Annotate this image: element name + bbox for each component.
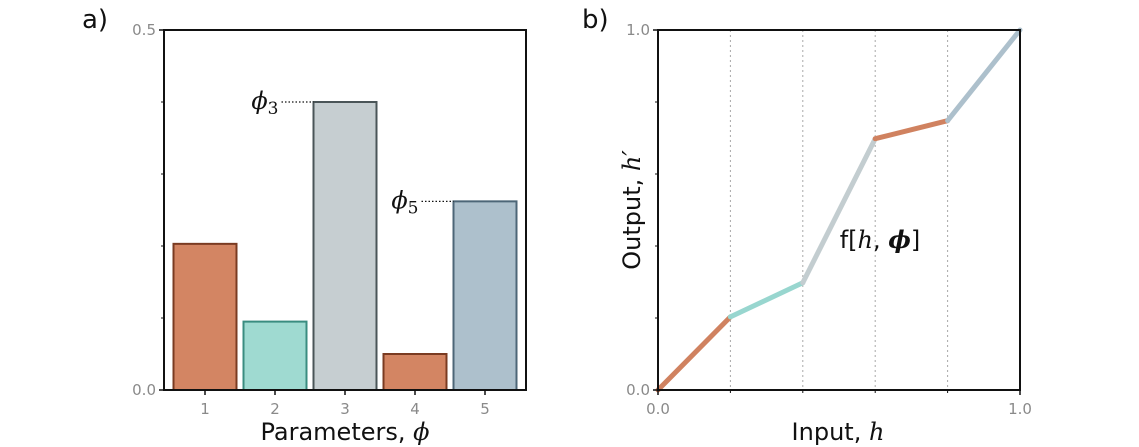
x-tick-label-b: 0.0 <box>646 400 670 418</box>
line-segment-3 <box>800 136 878 286</box>
y-tick-label-a: 0.0 <box>132 381 156 399</box>
x-tick-label-b: 1.0 <box>1008 400 1032 418</box>
line-segment-2 <box>727 280 806 320</box>
bar-group <box>172 101 518 392</box>
line-series <box>655 27 1023 393</box>
panel-a-label: a) <box>82 5 108 35</box>
panel-a: a) 0.0 0.5 1 2 3 4 5 ϕ3 ϕ5 Parameters, ϕ <box>82 5 527 446</box>
x-ticks-b: 0.0 1.0 <box>646 390 1032 418</box>
bar-annotations: ϕ3 ϕ5 <box>251 87 454 218</box>
x-tick-label-a: 1 <box>200 400 210 418</box>
x-tick-label-a: 2 <box>270 400 280 418</box>
panel-b: b) 0.0 1.0 0.0 1.0 f[h, ϕ] Input, h Output… <box>582 5 1032 446</box>
x-ticks-a: 1 2 3 4 5 <box>200 390 490 418</box>
y-tick-label-b: 0.0 <box>626 381 650 399</box>
y-ticks-a: 0.0 0.5 <box>132 21 164 399</box>
x-tick-label-a: 4 <box>410 400 420 418</box>
line-segment-1 <box>655 314 733 393</box>
x-tick-label-a: 5 <box>480 400 490 418</box>
bar-1 <box>172 242 238 391</box>
line-segment-4 <box>872 118 951 142</box>
function-label: f[h, ϕ] <box>840 225 921 254</box>
x-tick-label-a: 3 <box>340 400 350 418</box>
panel-b-label: b) <box>582 5 609 35</box>
bar-5 <box>452 200 518 391</box>
bar-2 <box>242 320 308 392</box>
line-segment-5 <box>945 27 1023 124</box>
y-axis-label-b: Output, h′ <box>618 150 646 270</box>
y-tick-label-b: 1.0 <box>626 21 650 39</box>
bar-3 <box>312 101 378 391</box>
y-tick-label-a: 0.5 <box>132 21 156 39</box>
x-axis-label-b: Input, h <box>792 418 885 446</box>
annotation-phi-3: ϕ3 <box>251 87 278 119</box>
annotation-phi-5: ϕ5 <box>391 186 418 218</box>
y-ticks-b: 0.0 1.0 <box>626 21 658 399</box>
panel-b-frame <box>657 29 1021 391</box>
grid-vlines <box>729 30 949 390</box>
bar-4 <box>382 353 448 391</box>
x-axis-label-a: Parameters, ϕ <box>261 418 430 446</box>
